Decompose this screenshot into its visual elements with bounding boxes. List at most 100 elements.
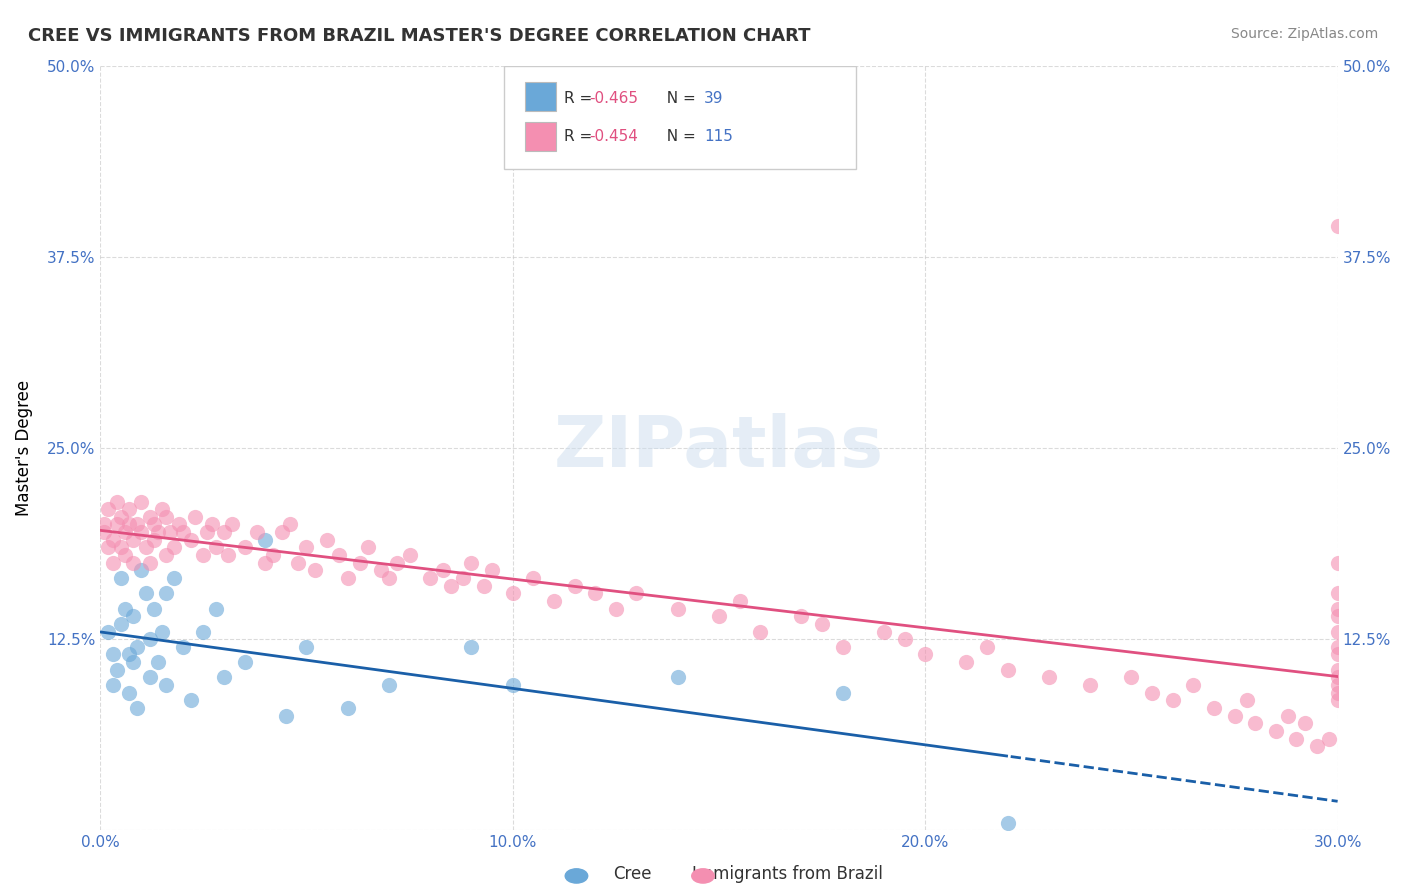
FancyBboxPatch shape (524, 82, 555, 112)
Point (502, 678, 524, 692)
Point (127, 701, 149, 715)
Point (1140, 686, 1163, 700)
Point (304, 563, 326, 577)
Point (1326, 670, 1348, 684)
Point (873, 624, 896, 639)
Point (155, 678, 177, 692)
Point (831, 686, 853, 700)
Point (1202, 701, 1225, 715)
Text: N =: N = (657, 91, 700, 106)
Point (105, 663, 128, 677)
Point (1326, 609, 1348, 624)
Point (172, 640, 194, 654)
Point (101, 678, 124, 692)
Point (233, 655, 256, 669)
Point (481, 563, 503, 577)
Point (564, 579, 586, 593)
Text: ZIPatlas: ZIPatlas (554, 414, 884, 483)
Point (295, 541, 318, 555)
Point (543, 594, 565, 608)
Point (605, 601, 627, 615)
Text: -0.465: -0.465 (589, 91, 638, 106)
Point (135, 586, 157, 600)
Point (110, 541, 132, 555)
Point (254, 556, 277, 570)
Text: 39: 39 (704, 91, 724, 106)
Point (150, 624, 173, 639)
Point (1285, 731, 1308, 746)
Point (150, 502, 173, 516)
Point (155, 509, 177, 524)
Point (101, 556, 124, 570)
Text: R =: R = (564, 91, 598, 106)
Point (155, 548, 177, 562)
Point (114, 548, 136, 562)
Text: CREE VS IMMIGRANTS FROM BRAZIL MASTER'S DEGREE CORRELATION CHART: CREE VS IMMIGRANTS FROM BRAZIL MASTER'S … (28, 27, 811, 45)
Point (142, 601, 165, 615)
Point (287, 556, 309, 570)
Point (460, 556, 482, 570)
Point (270, 525, 292, 540)
Point (254, 533, 277, 547)
Point (163, 541, 186, 555)
Point (295, 640, 318, 654)
Point (357, 541, 380, 555)
Point (105, 517, 128, 532)
Point (914, 648, 936, 662)
Point (460, 640, 482, 654)
Point (790, 609, 813, 624)
Text: N =: N = (657, 129, 700, 145)
Point (139, 670, 162, 684)
Point (728, 594, 751, 608)
Point (105, 494, 128, 508)
Point (101, 533, 124, 547)
Point (1264, 723, 1286, 738)
Point (118, 686, 141, 700)
Point (1326, 663, 1348, 677)
Point (131, 494, 153, 508)
Point (1244, 716, 1267, 731)
Point (893, 632, 915, 647)
Point (114, 601, 136, 615)
Point (419, 571, 441, 585)
Point (110, 616, 132, 631)
Point (197, 525, 219, 540)
Point (1236, 693, 1258, 707)
Point (1319, 731, 1341, 746)
Point (451, 571, 474, 585)
Point (122, 655, 145, 669)
Point (398, 548, 420, 562)
Point (1306, 739, 1329, 754)
Point (93, 517, 115, 532)
Point (146, 655, 169, 669)
Point (1326, 693, 1348, 707)
FancyBboxPatch shape (503, 66, 856, 169)
Y-axis label: Master's Degree: Master's Degree (15, 380, 32, 516)
Point (336, 701, 359, 715)
Point (349, 556, 371, 570)
Text: R =: R = (564, 129, 598, 145)
Point (997, 815, 1019, 830)
Point (118, 517, 141, 532)
Point (387, 556, 409, 570)
Point (97, 624, 120, 639)
Point (1326, 556, 1348, 570)
Point (139, 632, 162, 647)
Point (135, 541, 157, 555)
Point (278, 517, 301, 532)
Point (212, 525, 235, 540)
Point (184, 509, 207, 524)
Point (522, 571, 544, 585)
Point (1326, 624, 1348, 639)
Point (131, 525, 153, 540)
Point (118, 502, 141, 516)
Point (1121, 670, 1143, 684)
Point (159, 525, 181, 540)
Point (1326, 648, 1348, 662)
Point (502, 586, 524, 600)
Point (142, 517, 165, 532)
Point (139, 509, 162, 524)
Point (749, 624, 772, 639)
Point (666, 601, 689, 615)
Point (432, 563, 454, 577)
